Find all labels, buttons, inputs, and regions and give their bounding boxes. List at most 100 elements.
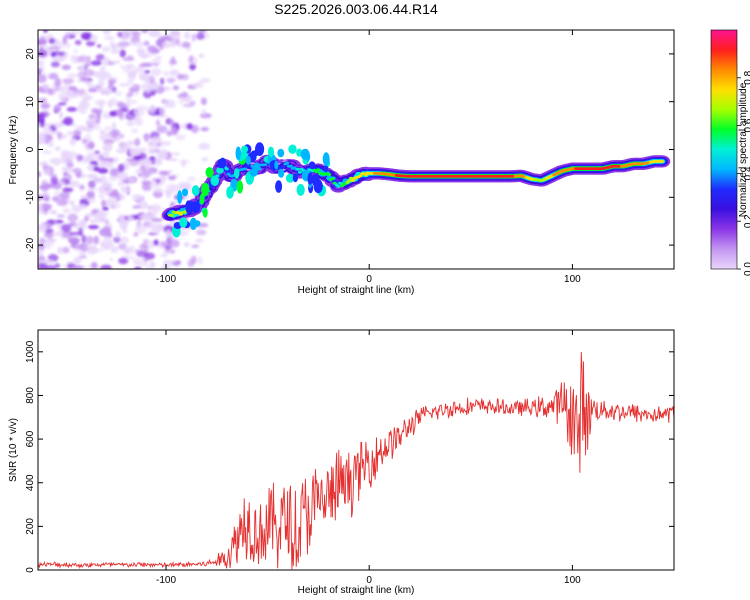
noise-speckle [95,54,106,61]
noise-speckle [98,194,106,199]
ridge-cell [252,164,261,172]
noise-speckle [136,250,149,258]
ridge-cell [216,167,224,174]
noise-speckle [38,255,46,262]
x-tick-label: -100 [156,274,176,285]
noise-speckle [181,73,189,81]
noise-speckle [123,222,129,227]
noise-speckle [172,152,180,156]
noise-speckle [155,178,161,184]
noise-speckle [145,266,155,269]
ridge-cell [307,172,313,185]
noise-speckle [90,60,102,66]
noise-speckle [114,90,123,97]
noise-speckle [74,39,82,46]
noise-speckle [196,229,207,236]
noise-speckle [138,63,147,68]
noise-speckle [58,111,64,120]
colorbar: 0.0 0.2 0.4 0.6 0.8 Normalized spectral ampl… [710,29,750,276]
noise-speckle [38,248,44,256]
noise-speckle [170,239,180,248]
noise-speckle [126,121,135,126]
ridge-cell [316,168,321,172]
noise-speckle [85,80,93,88]
noise-speckle [96,211,109,215]
noise-speckle [127,178,136,182]
x-tick-label: 0 [366,575,372,586]
noise-speckle [50,176,59,185]
colorbar-tick-label: 0.8 [743,70,750,84]
noise-speckle [48,73,58,80]
noise-speckle [86,143,94,148]
noise-speckle [129,70,136,80]
noise-speckle [118,83,130,87]
noise-speckle [183,242,190,247]
noise-speckle [200,78,211,83]
ridge-cell [219,157,227,169]
noise-speckle [128,159,140,167]
noise-speckle [140,54,151,58]
noise-speckle [116,171,129,181]
noise-speckle [197,223,209,228]
ridge-cell [285,161,290,165]
noise-speckle [134,266,142,269]
ridge-cell [185,200,192,214]
noise-speckle [147,140,159,148]
ridge-cell [250,150,259,157]
noise-speckle [200,97,207,106]
noise-speckle [107,239,114,248]
noise-speckle [150,137,163,142]
noise-speckle [120,64,125,70]
noise-speckle [46,264,56,269]
noise-speckle [138,147,147,152]
noise-speckle [116,101,125,107]
noise-speckle [159,106,166,115]
noise-speckle [123,247,132,254]
noise-speckle [147,148,156,155]
noise-speckle [61,246,70,254]
noise-speckle [79,255,87,259]
noise-speckle [145,240,156,250]
noise-speckle [67,73,78,78]
noise-speckle [152,178,157,182]
noise-speckle [59,56,65,62]
noise-speckle [150,68,162,76]
noise-speckle [139,84,147,88]
ridge-cell [349,176,354,180]
ridge-cell [308,161,316,170]
colorbar-tick-label: 0.6 [743,118,750,132]
noise-speckle [94,176,101,185]
spectrogram-x-axis: -100 0 100 [156,30,581,285]
noise-speckle [126,78,135,85]
noise-speckle [100,264,112,269]
noise-speckle [62,36,67,45]
noise-speckle [91,244,97,251]
noise-speckle [134,116,139,122]
snr-y-label: SNR (10 * v/v) [8,418,19,482]
ridge-cell [285,173,295,183]
noise-speckle [156,222,162,231]
noise-speckle [120,236,129,244]
noise-speckle [191,33,196,42]
ridge-cell [169,214,174,217]
noise-speckle [78,219,86,227]
noise-speckle [169,175,177,180]
noise-speckle [115,231,121,238]
noise-speckle [109,257,114,262]
noise-speckle [56,199,68,207]
noise-speckle [102,206,109,211]
noise-speckle [84,215,90,222]
noise-speckle [43,168,51,176]
noise-speckle [197,80,204,89]
ridge-cell [300,148,310,160]
noise-speckle [108,175,117,181]
ridge-cell [179,212,183,216]
noise-speckle [87,224,100,230]
noise-speckle [62,208,71,214]
noise-speckle [62,229,73,239]
noise-speckle [38,60,45,67]
noise-speckle [39,118,45,128]
noise-speckle [86,118,96,124]
noise-speckle [139,244,148,249]
